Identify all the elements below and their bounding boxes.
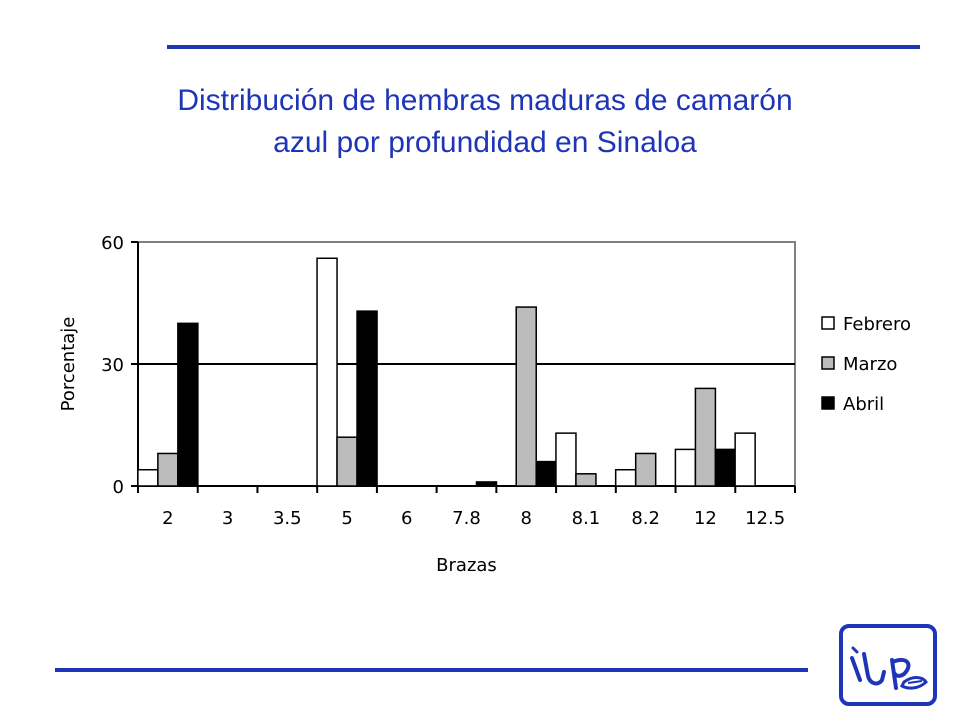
x-tick-label: 8.1 xyxy=(572,508,601,529)
x-tick-label: 2 xyxy=(162,508,173,529)
y-tick-label: 0 xyxy=(113,477,124,498)
x-tick-label: 12 xyxy=(694,508,717,529)
x-tick-label: 8.2 xyxy=(631,508,660,529)
legend-swatch-marzo xyxy=(821,356,835,370)
inp-logo-icon xyxy=(839,624,937,706)
bar-febrero xyxy=(734,432,756,487)
bar-abril xyxy=(356,310,378,487)
bar-febrero xyxy=(137,468,159,487)
x-tick-label: 3.5 xyxy=(273,508,302,529)
y-axis-title: Porcentaje xyxy=(58,317,79,412)
bar-marzo xyxy=(634,452,657,487)
legend-swatch-febrero xyxy=(821,316,835,330)
y-tick-label: 30 xyxy=(101,355,124,376)
bar-marzo xyxy=(515,306,537,487)
legend-swatch-abril xyxy=(821,396,835,410)
x-tick-label: 7.8 xyxy=(452,508,481,529)
bar-marzo xyxy=(336,436,358,487)
bottom-rule xyxy=(55,668,808,672)
bar-febrero xyxy=(614,468,637,487)
bar-abril xyxy=(475,481,498,487)
bar-marzo xyxy=(575,473,597,487)
x-tick-label: 6 xyxy=(401,508,412,529)
x-tick-label: 12.5 xyxy=(745,508,785,529)
legend-label-abril: Abril xyxy=(843,394,884,415)
x-tick-label: 5 xyxy=(341,508,352,529)
bar-marzo xyxy=(157,452,179,487)
bar-febrero xyxy=(674,448,697,487)
bar-marzo xyxy=(694,387,717,487)
bar-abril xyxy=(714,448,737,487)
slide-title: Distribución de hembras maduras de camar… xyxy=(60,80,910,164)
legend-label-febrero: Febrero xyxy=(843,314,911,335)
bar-abril xyxy=(177,322,199,487)
bar-febrero xyxy=(555,432,577,487)
title-line-2: azul por profundidad en Sinaloa xyxy=(273,126,697,159)
x-axis-title: Brazas xyxy=(436,555,497,576)
x-tick-label: 3 xyxy=(222,508,233,529)
x-tick-label: 8 xyxy=(521,508,532,529)
legend-label-marzo: Marzo xyxy=(843,354,897,375)
title-line-1: Distribución de hembras maduras de camar… xyxy=(177,84,793,117)
y-tick-label: 60 xyxy=(101,233,124,254)
top-rule xyxy=(167,45,920,49)
bar-febrero xyxy=(316,257,338,487)
bar-abril xyxy=(535,460,557,487)
